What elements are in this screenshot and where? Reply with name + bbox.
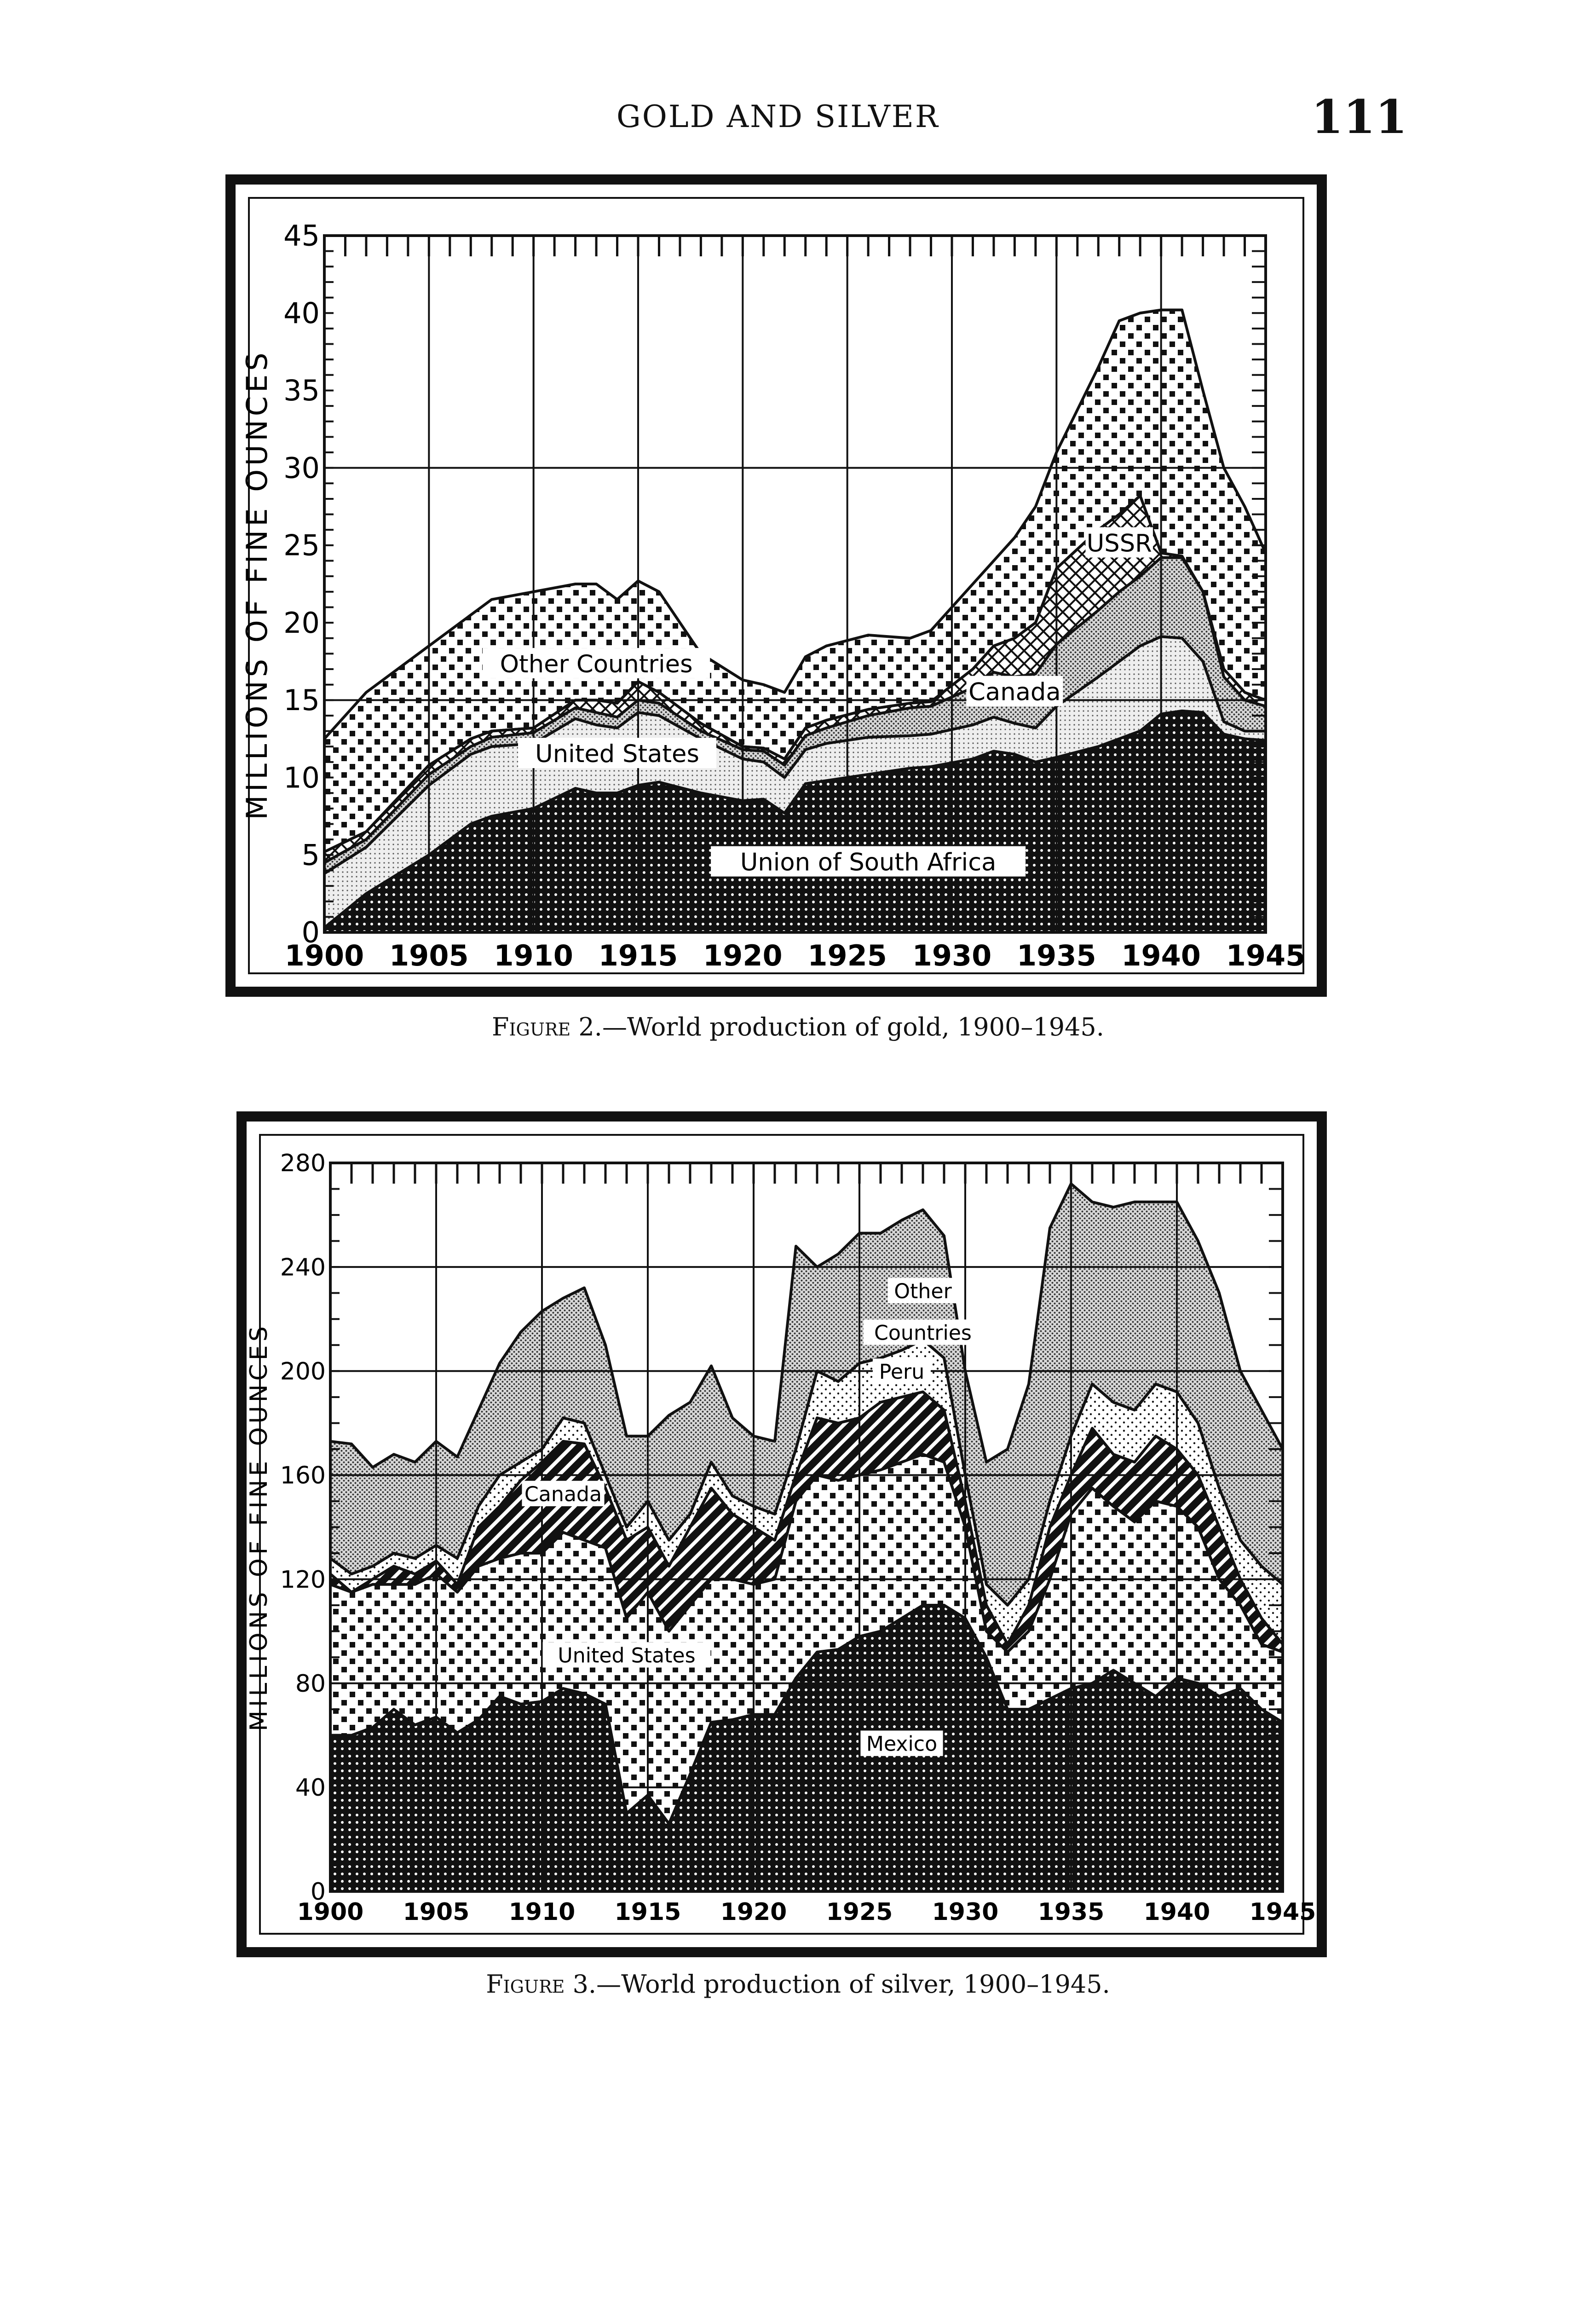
y-tick-label: 40 (283, 296, 320, 330)
series-label-background (522, 1480, 605, 1507)
series-label-background (860, 1730, 943, 1756)
series-label-background (863, 1319, 983, 1345)
figure-label: Figure 3. (486, 1970, 597, 1999)
series-label: United States (542, 1642, 711, 1668)
x-tick-label: 1930 (912, 939, 992, 972)
x-tick-label: 1925 (807, 939, 887, 972)
x-tick-label: 1935 (1017, 939, 1096, 972)
y-tick-label: 45 (283, 219, 320, 253)
series-label-background (872, 1359, 931, 1384)
series-label: Other (887, 1278, 958, 1304)
x-tick-label: 1905 (403, 1898, 470, 1926)
x-tick-label: 1945 (1226, 939, 1306, 972)
figure-caption-text: —World production of silver, 1900–1945. (596, 1970, 1110, 1999)
gold-production-chart: 1900 1905 1910 1915 1920 1925 1930 1935 1940 1945… (225, 174, 1327, 997)
chart-frame-inner (248, 197, 1304, 974)
series-label: Other Countries (482, 648, 710, 678)
x-tick-label: 1940 (1144, 1898, 1210, 1926)
figure-2-caption: Figure 2.—World production of gold, 1900… (0, 1012, 1596, 1041)
series-label-background (1085, 527, 1153, 558)
x-tick-label: 1920 (720, 1898, 787, 1926)
x-tick-label: 1945 (1250, 1898, 1316, 1926)
figure-label: Figure 2. (492, 1012, 602, 1041)
series-label-text: United States (558, 1644, 695, 1667)
x-tick-label: 1915 (615, 1898, 681, 1926)
series-label-text: Union of South Africa (740, 848, 997, 876)
x-tick-label: 1900 (285, 939, 364, 972)
y-tick-label: 35 (283, 374, 320, 407)
series-label: Union of South Africa (711, 846, 1026, 877)
plot-border (329, 1162, 1284, 1893)
series-label-text: Other Countries (500, 650, 693, 678)
plot-border (323, 234, 1267, 934)
x-tick-label: 1910 (509, 1898, 576, 1926)
y-tick-label: 0 (302, 916, 320, 949)
y-tick-label: 120 (280, 1566, 326, 1594)
series-label-text: Canada (968, 678, 1061, 706)
x-tick-label: 1900 (297, 1898, 364, 1926)
chart-frame-outer (225, 174, 1327, 997)
figure-3-caption: Figure 3.—World production of silver, 19… (0, 1970, 1596, 1999)
y-tick-label: 160 (280, 1462, 326, 1490)
series-label: USSR (1085, 527, 1153, 558)
series-label-text: Countries (874, 1321, 972, 1345)
running-head: GOLD AND SILVER (617, 99, 939, 134)
x-tick-label: 1910 (494, 939, 573, 972)
x-tick-label: 1935 (1038, 1898, 1105, 1926)
x-tick-label: 1925 (826, 1898, 893, 1926)
series-label-background (542, 1642, 711, 1668)
x-tick-label: 1905 (389, 939, 469, 972)
y-tick-label: 240 (280, 1254, 326, 1281)
y-tick-label: 5 (302, 838, 320, 872)
series-label-background (482, 648, 710, 678)
y-axis-label: MILLIONS OF FINE OUNCES (240, 349, 274, 820)
y-tick-label: 200 (280, 1358, 326, 1385)
series-label-background (711, 846, 1026, 877)
y-tick-label: 280 (280, 1150, 326, 1177)
series-label-text: United States (535, 740, 699, 768)
series-label-background (887, 1278, 958, 1304)
silver-production-chart: 1900 1905 1910 1915 1920 1925 1930 1935 1940 1945… (236, 1111, 1327, 1957)
y-tick-label: 25 (283, 529, 320, 562)
page-number: 111 (1311, 90, 1407, 144)
series-label-text: Canada (524, 1483, 602, 1506)
series-label: United States (518, 738, 717, 769)
x-tick-label: 1930 (932, 1898, 999, 1926)
x-tick-label: 1915 (599, 939, 678, 972)
series-label: Canada (522, 1480, 605, 1507)
series-label-background (966, 676, 1063, 706)
series-label-text: USSR (1087, 529, 1152, 557)
x-tick-label: 1920 (703, 939, 783, 972)
series-label: Countries (863, 1319, 983, 1345)
y-tick-label: 15 (283, 683, 320, 717)
chart-frame-outer (236, 1111, 1327, 1957)
area-union-of-south-africa (323, 709, 1267, 934)
series-label: Mexico (860, 1730, 943, 1756)
y-tick-label: 80 (295, 1670, 326, 1698)
series-label-background (518, 738, 717, 769)
y-axis-label: MILLIONS OF FINE OUNCES (245, 1323, 273, 1731)
figure-caption-text: —World production of gold, 1900–1945. (602, 1012, 1104, 1041)
chart-frame-inner (259, 1134, 1304, 1935)
series-label: Canada (966, 676, 1063, 706)
series-label-text: Other (894, 1280, 952, 1303)
y-tick-label: 20 (283, 606, 320, 640)
x-tick-label: 1940 (1121, 939, 1201, 972)
series-label: Peru (872, 1359, 931, 1384)
y-tick-label: 0 (311, 1878, 326, 1906)
series-label-text: Mexico (866, 1733, 937, 1756)
y-tick-label: 40 (295, 1774, 326, 1802)
series-label-text: Peru (879, 1360, 924, 1384)
y-tick-label: 30 (283, 451, 320, 485)
y-tick-label: 10 (283, 761, 320, 794)
